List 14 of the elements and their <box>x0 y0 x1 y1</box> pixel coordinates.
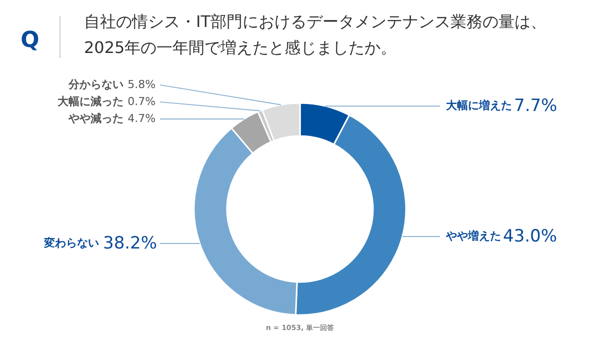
data-label: 7.7% <box>514 96 558 116</box>
slice-label: やや減った <box>68 112 124 125</box>
data-label: 0.7% <box>128 94 156 108</box>
slice-label: 分からない <box>68 78 124 91</box>
text: Q <box>20 28 40 53</box>
data-label: 5.8% <box>128 78 156 91</box>
slice-label: 大幅に増えた <box>446 99 512 112</box>
data-label: 43.0% <box>503 226 558 246</box>
chart-title: 自社の情シス・IT部門におけるデータメンテナンス業務の量は、 2025年の一年間で増えたと感じましたか。 <box>84 12 546 57</box>
slice-label: やや増えた <box>445 229 501 242</box>
data-label: 38.2% <box>103 233 158 254</box>
slice-label: 大幅に減った <box>58 94 124 108</box>
slice-label: 変わらない <box>43 236 99 250</box>
data-label: 4.7% <box>128 112 156 125</box>
